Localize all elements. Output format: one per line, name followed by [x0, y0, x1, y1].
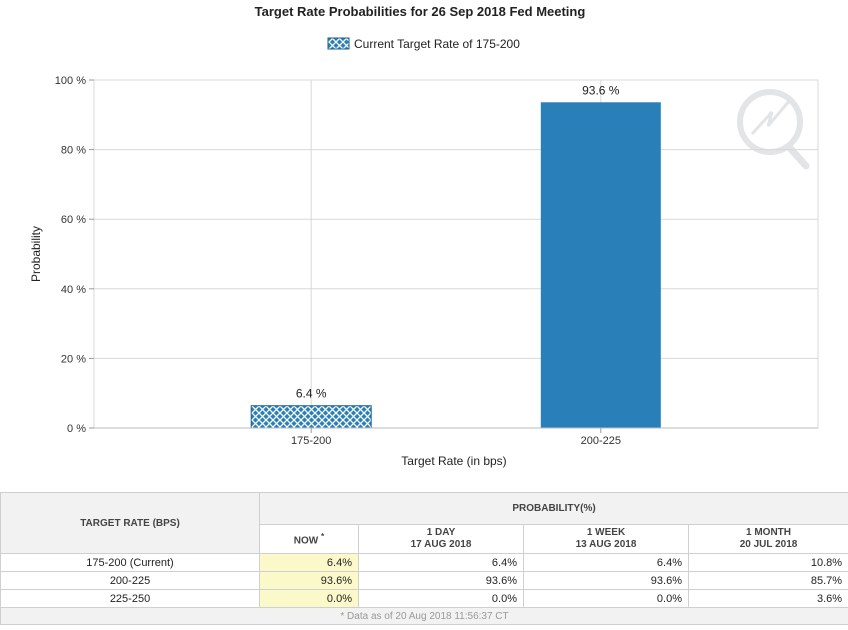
probability-chart: Target Rate Probabilities for 26 Sep 201… [29, 4, 819, 468]
rate-cell: 200-225 [0, 571, 260, 590]
column-header-now-label: NOW [293, 535, 319, 547]
y-tick-label: 60 % [61, 214, 86, 226]
value-cell-now: 93.6% [259, 571, 359, 590]
chart-area: Target Rate Probabilities for 26 Sep 201… [29, 4, 819, 468]
legend-swatch [327, 37, 350, 50]
bar-175-200[interactable] [250, 405, 372, 429]
rate-cell: 225-250 [0, 589, 260, 608]
table-row: 225-250 0.0% 0.0% 0.0% 3.6% [0, 589, 848, 608]
value-cell: 85.7% [687, 571, 848, 590]
watermark-logo [737, 89, 810, 170]
y-tick-label: 100 % [55, 75, 86, 87]
probability-header: PROBABILITY(%) [258, 492, 848, 525]
column-header-1-week[interactable]: 1 WEEK 13 AUG 2018 [523, 523, 689, 555]
chart-title: Target Rate Probabilities for 26 Sep 201… [255, 4, 586, 19]
table-row: 200-225 93.6% 93.6% 93.6% 85.7% [0, 571, 848, 590]
column-date: 17 AUG 2018 [410, 538, 472, 550]
column-header-1-day[interactable]: 1 DAY 17 AUG 2018 [358, 523, 524, 555]
column-date: 20 JUL 2018 [739, 538, 798, 550]
target-rate-header: TARGET RATE (BPS) [0, 492, 260, 554]
y-tick-label: 20 % [61, 353, 86, 365]
column-label: 1 MONTH [746, 526, 792, 538]
value-cell: 6.4% [523, 553, 689, 572]
value-cell-now: 6.4% [259, 553, 359, 572]
y-tick-label: 40 % [61, 284, 86, 296]
value-cell: 93.6% [358, 571, 524, 590]
value-cell-now: 0.0% [259, 589, 359, 608]
y-axis-title: Probability [29, 226, 43, 282]
value-cell: 3.6% [687, 589, 848, 608]
plot-area [93, 79, 819, 429]
x-axis-title: Target Rate (in bps) [401, 454, 506, 468]
legend[interactable]: Current Target Rate of 175-200 [327, 37, 520, 51]
value-cell: 93.6% [523, 571, 689, 590]
data-timestamp-footnote: * Data as of 20 Aug 2018 11:56:37 CT [0, 607, 848, 625]
value-cell: 0.0% [358, 589, 524, 608]
bar-value-label: 6.4 % [296, 387, 327, 401]
now-footnote-mark: * [320, 531, 325, 542]
x-tick-label: 200-225 [581, 435, 621, 447]
bar-value-label: 93.6 % [582, 83, 620, 97]
table-row: 175-200 (Current) 6.4% 6.4% 6.4% 10.8% [0, 553, 848, 572]
column-header-now[interactable]: NOW * [259, 523, 359, 555]
column-label: 1 WEEK [586, 526, 626, 538]
column-date: 13 AUG 2018 [575, 538, 637, 550]
value-cell: 0.0% [523, 589, 689, 608]
value-cell: 6.4% [358, 553, 524, 572]
rate-cell: 175-200 (Current) [0, 553, 260, 572]
bar-200-225[interactable] [540, 102, 661, 428]
y-tick-label: 0 % [67, 423, 86, 435]
column-label: 1 DAY [426, 526, 456, 538]
y-tick-label: 80 % [61, 145, 86, 157]
probability-table: TARGET RATE (BPS) PROBABILITY(%) NOW * 1… [0, 492, 848, 625]
column-header-1-month[interactable]: 1 MONTH 20 JUL 2018 [687, 523, 848, 555]
value-cell: 10.8% [687, 553, 848, 572]
x-tick-label: 175-200 [291, 435, 331, 447]
legend-label: Current Target Rate of 175-200 [354, 37, 520, 51]
